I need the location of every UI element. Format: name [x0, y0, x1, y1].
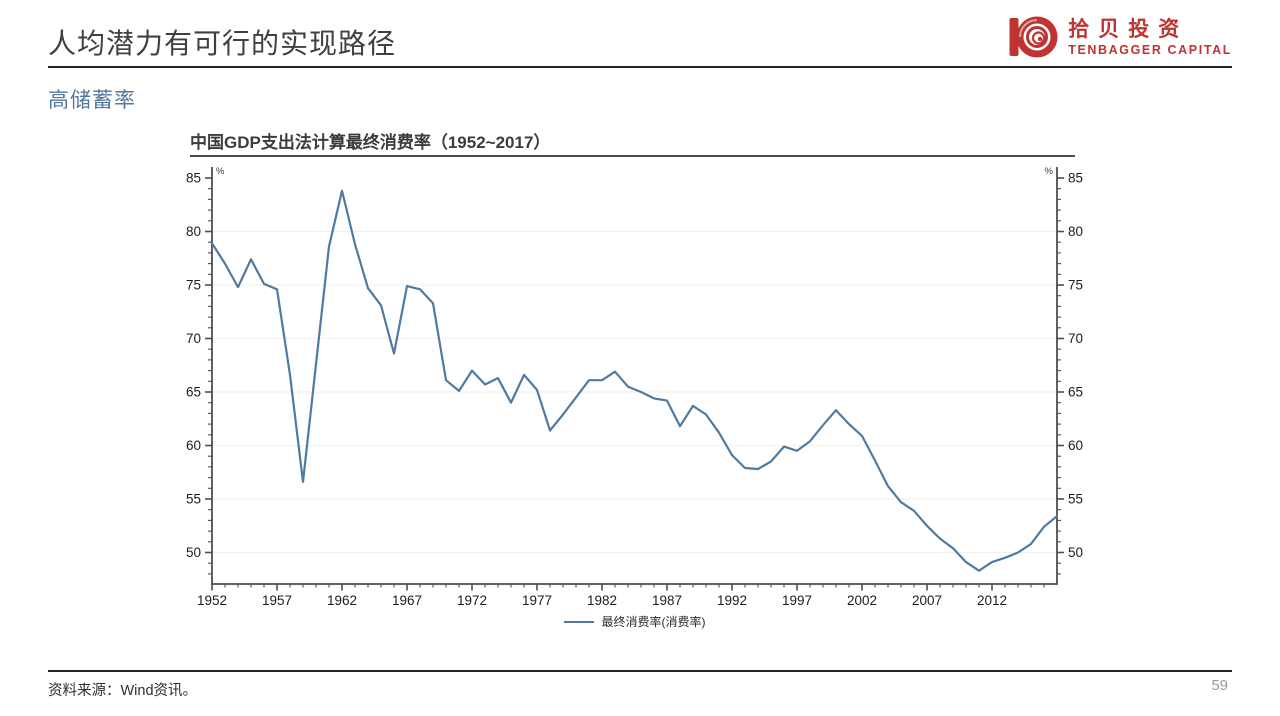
- section-subtitle: 高储蓄率: [48, 89, 136, 112]
- x-tick-label: 1997: [782, 593, 812, 608]
- unit-label-left: %: [216, 166, 225, 177]
- y-tick-label-right: 55: [1068, 492, 1083, 507]
- y-tick-label-left: 75: [186, 278, 201, 293]
- y-tick-label-left: 85: [186, 171, 201, 186]
- x-tick-label: 1962: [327, 593, 357, 608]
- y-tick-label-right: 80: [1068, 224, 1083, 239]
- logo-text: 拾贝投资 TENBAGGER CAPITAL: [1068, 17, 1232, 58]
- y-tick-label-left: 80: [186, 224, 201, 239]
- y-tick-label-left: 60: [186, 438, 201, 453]
- y-tick-label-left: 50: [186, 545, 201, 560]
- chart-line: [210, 189, 1059, 572]
- y-tick-label-right: 85: [1068, 171, 1083, 186]
- chart-legend: 最终消费率(消费率): [212, 613, 1057, 630]
- y-tick-label-right: 50: [1068, 545, 1083, 560]
- logo-name-en: TENBAGGER CAPITAL: [1068, 42, 1232, 57]
- title-underline: [48, 66, 1232, 68]
- y-tick-label-right: 65: [1068, 385, 1083, 400]
- source-note: 资料来源：Wind资讯。: [48, 683, 198, 699]
- chart-title-rule: [190, 155, 1075, 157]
- logo-name-cn: 拾贝投资: [1068, 17, 1189, 41]
- x-tick-label: 1952: [197, 593, 227, 608]
- y-tick-label-right: 60: [1068, 438, 1083, 453]
- unit-label-right: %: [1045, 166, 1054, 177]
- legend-line-swatch: [563, 620, 594, 623]
- chart-title: 中国GDP支出法计算最终消费率（1952~2017）: [190, 133, 551, 152]
- footer-divider: [48, 670, 1232, 672]
- y-tick-label-left: 55: [186, 492, 201, 507]
- page-number: 59: [1211, 677, 1228, 694]
- x-tick-label: 1967: [392, 593, 422, 608]
- legend-label: 最终消费率(消费率): [601, 615, 706, 629]
- x-tick-label: 2012: [977, 593, 1007, 608]
- y-tick-label-left: 70: [186, 331, 201, 346]
- x-tick-label: 2007: [912, 593, 942, 608]
- consumption-rate-line-chart: 50 50 55 55 60 60 65 65 70 70 75 75 80 80 85 85 1952 1957…: [186, 166, 1083, 608]
- x-tick-label: 1972: [457, 593, 487, 608]
- y-tick-label-left: 65: [186, 385, 201, 400]
- page-title: 人均潜力有可行的实现路径: [48, 28, 397, 59]
- y-tick-label-right: 75: [1068, 278, 1083, 293]
- x-tick-label: 2002: [847, 593, 877, 608]
- y-tick-label-right: 70: [1068, 331, 1083, 346]
- tenbagger-shell-icon: [1009, 16, 1058, 58]
- x-tick-label: 1982: [587, 593, 617, 608]
- x-tick-label: 1957: [262, 593, 292, 608]
- x-tick-label: 1992: [717, 593, 747, 608]
- x-tick-label: 1987: [652, 593, 682, 608]
- logo-one-bar: [1009, 18, 1019, 56]
- x-tick-label: 1977: [522, 593, 552, 608]
- company-logo: 拾贝投资 TENBAGGER CAPITAL: [1007, 13, 1232, 61]
